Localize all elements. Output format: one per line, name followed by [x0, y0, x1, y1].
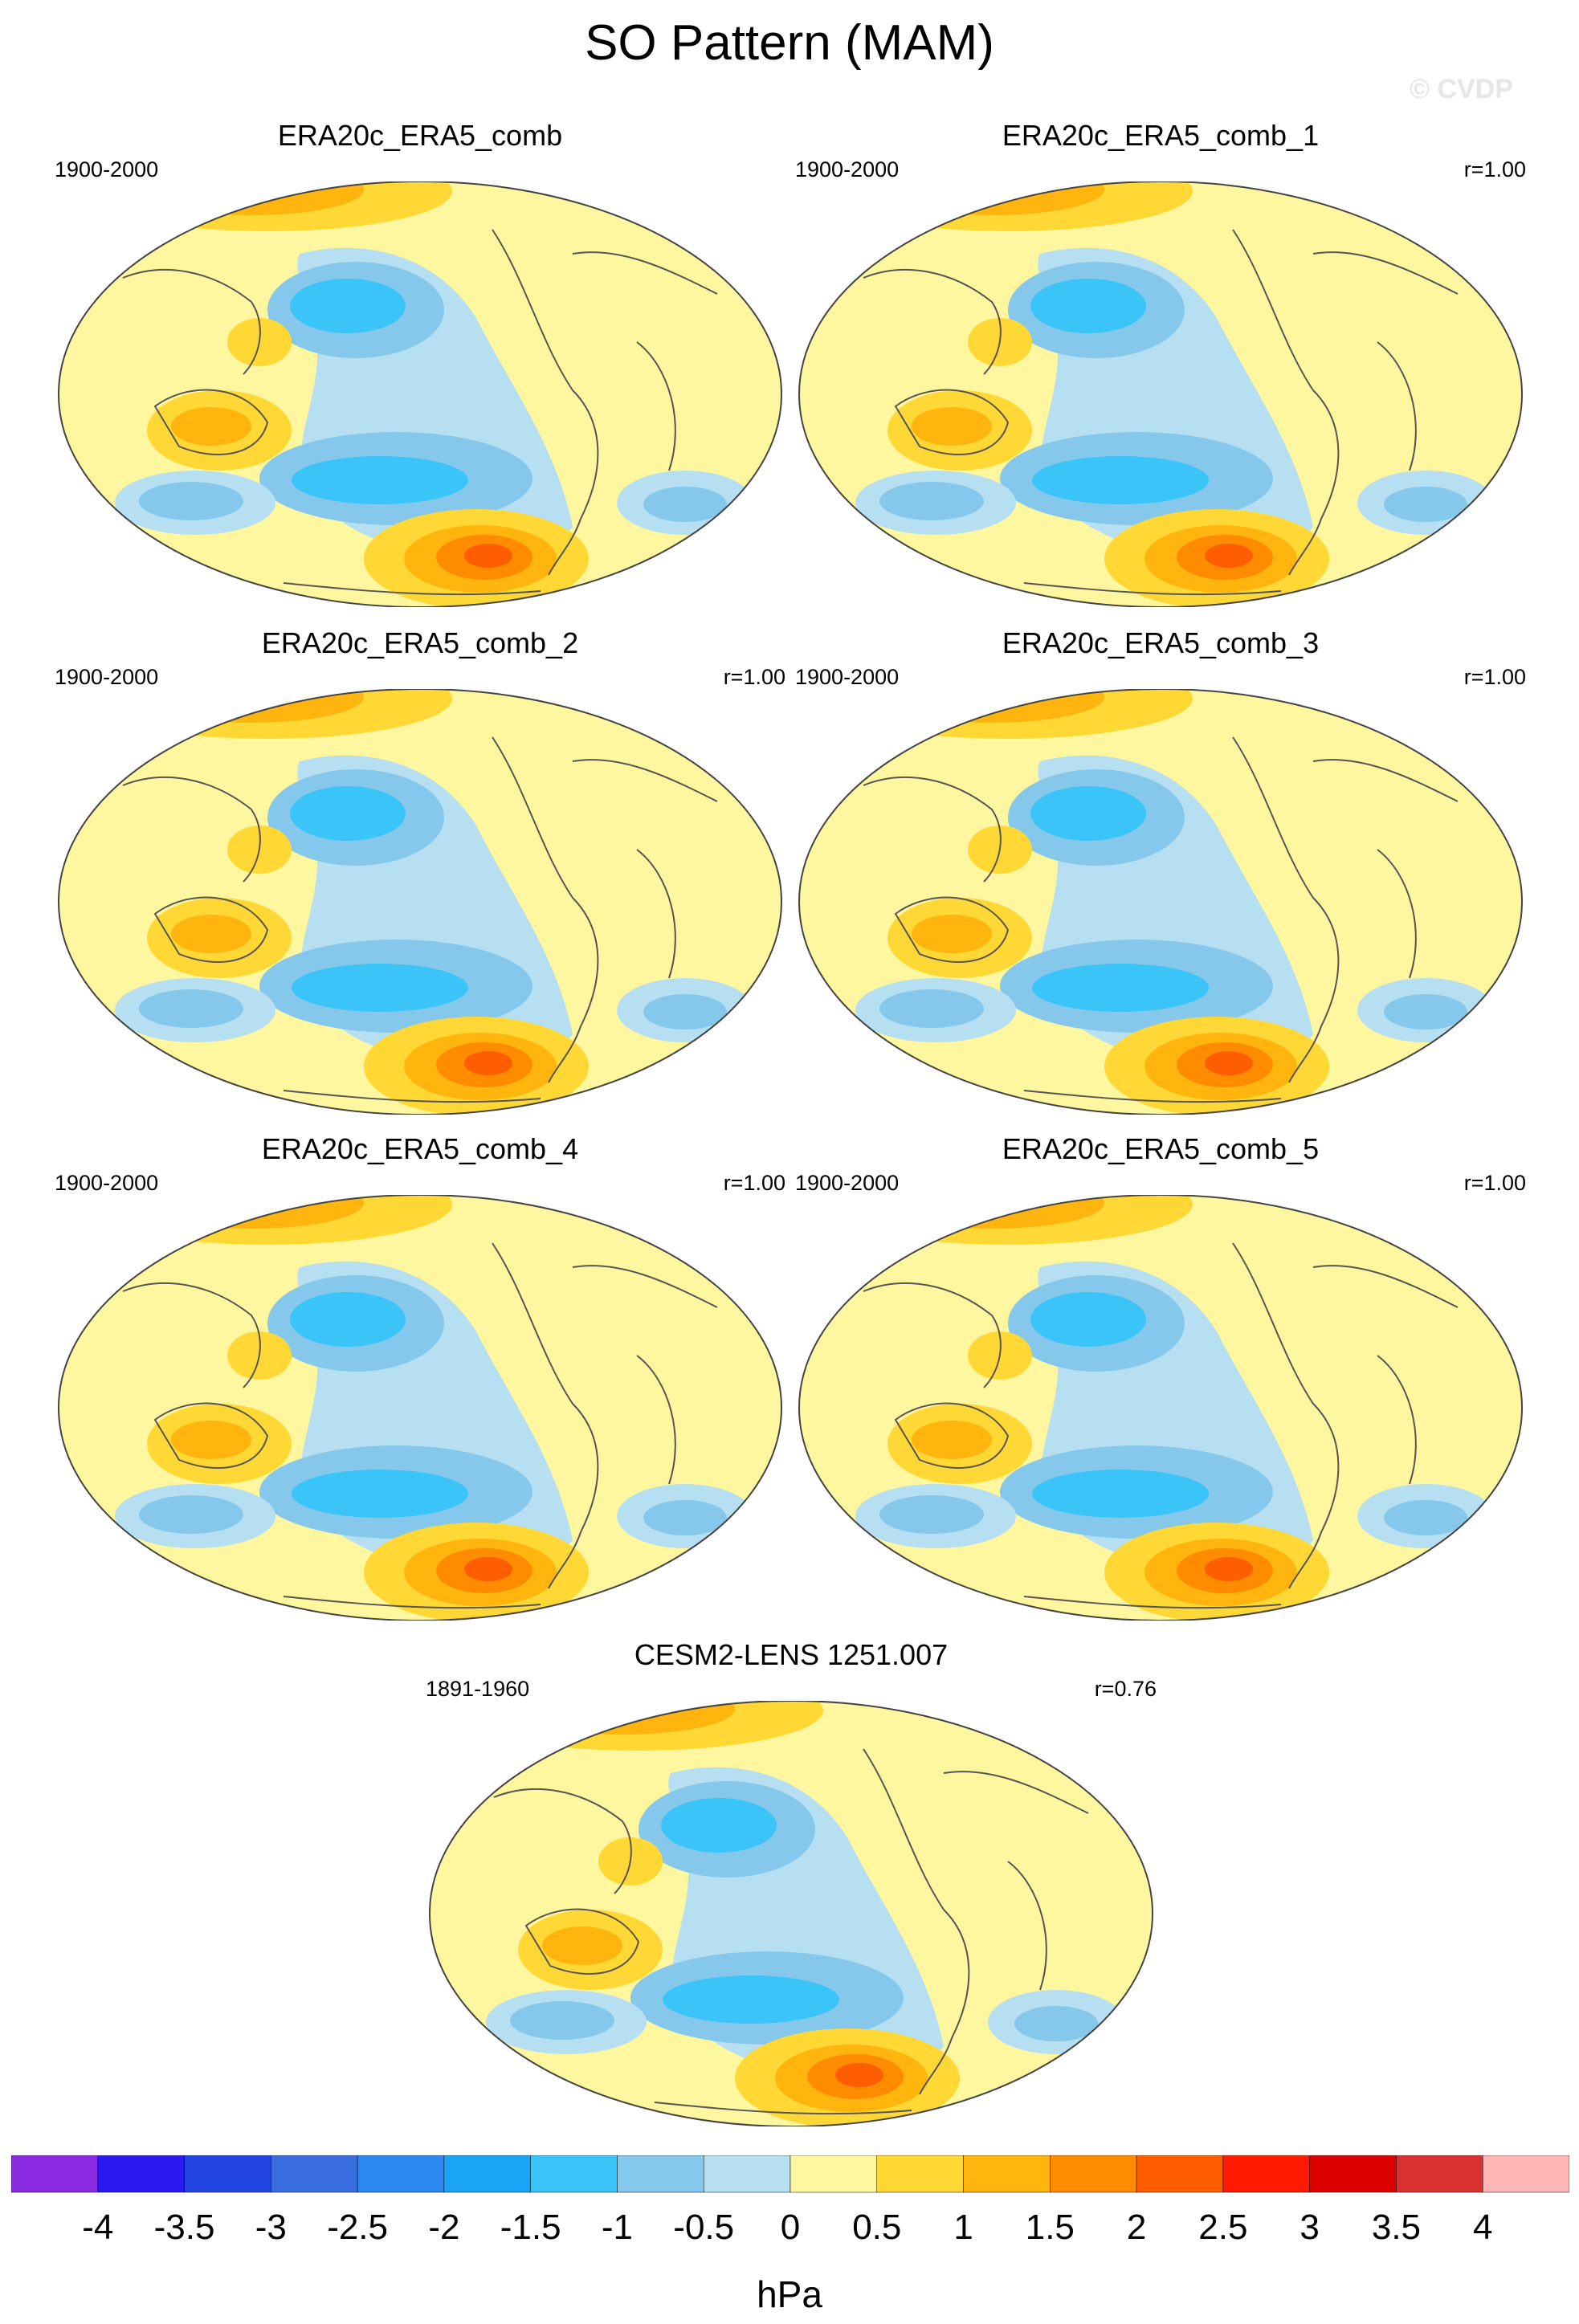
colorbar-tick-label: -3.5	[154, 2208, 215, 2247]
colorbar-tick-label: -4	[82, 2208, 113, 2247]
colorbar-box	[617, 2155, 704, 2193]
colorbar-box	[1136, 2155, 1224, 2193]
colorbar-box	[790, 2155, 878, 2193]
map-panel-1: ERA20c_ERA5_comb 1900-2000	[47, 119, 794, 609]
colorbar-box	[530, 2155, 618, 2193]
colorbar-tick-label: -1	[602, 2208, 633, 2247]
figure-title: SO Pattern (MAM)	[585, 15, 994, 71]
panel-title: ERA20c_ERA5_comb	[277, 119, 563, 152]
colorbar-box	[443, 2155, 531, 2193]
panel-years: 1891-1960	[426, 1677, 530, 1701]
world-map	[787, 1195, 1534, 1621]
colorbar-tick-label: 0	[781, 2208, 800, 2247]
map-panel-5: ERA20c_ERA5_comb_4 1900-2000 r=1.00	[47, 1132, 794, 1622]
panel-years: 1900-2000	[795, 157, 900, 181]
panel-correlation: r=1.00	[1463, 157, 1526, 181]
panel-title: CESM2-LENS 1251.007	[634, 1638, 949, 1671]
colorbar-box	[876, 2155, 964, 2193]
world-map	[418, 1701, 1165, 2126]
colorbar-box	[184, 2155, 271, 2193]
colorbar-tick-label: 4	[1473, 2208, 1492, 2247]
cvdp-credit: © CVDP	[1410, 74, 1513, 104]
panel-years: 1900-2000	[55, 665, 159, 689]
panel-title: ERA20c_ERA5_comb_3	[1002, 626, 1320, 659]
colorbar-box	[1050, 2155, 1137, 2193]
panel-correlation: r=1.00	[1463, 1171, 1526, 1195]
colorbar-tick-label: -1.5	[500, 2208, 561, 2247]
map-panel-7: CESM2-LENS 1251.007 1891-1960 r=0.76	[418, 1638, 1165, 2128]
panel-correlation: r=0.76	[1094, 1677, 1157, 1701]
world-map	[787, 689, 1534, 1115]
panel-years: 1900-2000	[55, 1171, 159, 1195]
map-panel-6: ERA20c_ERA5_comb_5 1900-2000 r=1.00	[787, 1132, 1534, 1622]
colorbar-box	[1309, 2155, 1397, 2193]
colorbar-tick-label: 1	[953, 2208, 973, 2247]
colorbar-box	[97, 2155, 185, 2193]
colorbar-box	[271, 2155, 358, 2193]
colorbar-box	[1396, 2155, 1483, 2193]
panel-years: 1900-2000	[795, 1171, 900, 1195]
panel-correlation: r=1.00	[723, 665, 785, 689]
colorbar-tick-label: -2	[428, 2208, 459, 2247]
map-panel-2: ERA20c_ERA5_comb_1 1900-2000 r=1.00	[787, 119, 1534, 609]
world-map	[787, 181, 1534, 607]
colorbar: -4 -3.5 -3 -2.5 -2 -1.5 -1 -0.5 0 0.5 1 1.5 2 2.5 3 3.5…	[11, 2155, 1569, 2247]
panel-title: ERA20c_ERA5_comb_1	[1002, 119, 1320, 152]
colorbar-box	[1482, 2155, 1569, 2193]
colorbar-box	[963, 2155, 1051, 2193]
colorbar-box	[357, 2155, 445, 2193]
colorbar-box	[11, 2155, 99, 2193]
colorbar-tick-label: 3	[1300, 2208, 1319, 2247]
colorbar-box	[703, 2155, 791, 2193]
panel-years: 1900-2000	[795, 665, 900, 689]
panel-title: ERA20c_ERA5_comb_5	[1002, 1132, 1320, 1165]
map-panel-3: ERA20c_ERA5_comb_2 1900-2000 r=1.00	[47, 626, 794, 1116]
colorbar-tick-label: 2	[1127, 2208, 1146, 2247]
colorbar-unit: hPa	[757, 2273, 822, 2315]
panel-title: ERA20c_ERA5_comb_4	[261, 1132, 579, 1165]
world-map	[47, 1195, 794, 1621]
colorbar-tick-label: 1.5	[1026, 2208, 1075, 2247]
colorbar-tick-label: -3	[255, 2208, 287, 2247]
colorbar-tick-label: 0.5	[852, 2208, 901, 2247]
colorbar-tick-label: 2.5	[1198, 2208, 1247, 2247]
colorbar-tick-label: -2.5	[327, 2208, 388, 2247]
world-map	[47, 689, 794, 1115]
panel-correlation: r=1.00	[723, 1171, 785, 1195]
panel-title: ERA20c_ERA5_comb_2	[261, 626, 579, 659]
map-panel-4: ERA20c_ERA5_comb_3 1900-2000 r=1.00	[787, 626, 1534, 1116]
colorbar-tick-label: -0.5	[673, 2208, 734, 2247]
panel-years: 1900-2000	[55, 157, 159, 181]
colorbar-box	[1222, 2155, 1310, 2193]
world-map	[47, 181, 794, 607]
panel-correlation: r=1.00	[1463, 665, 1526, 689]
colorbar-tick-label: 3.5	[1372, 2208, 1421, 2247]
